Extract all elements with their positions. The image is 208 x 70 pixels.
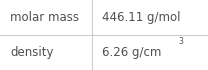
Text: 3: 3 [178,38,183,46]
Text: 6.26 g/cm: 6.26 g/cm [102,46,161,59]
Text: molar mass: molar mass [10,11,79,24]
Text: density: density [10,46,54,59]
Text: 446.11 g/mol: 446.11 g/mol [102,11,180,24]
